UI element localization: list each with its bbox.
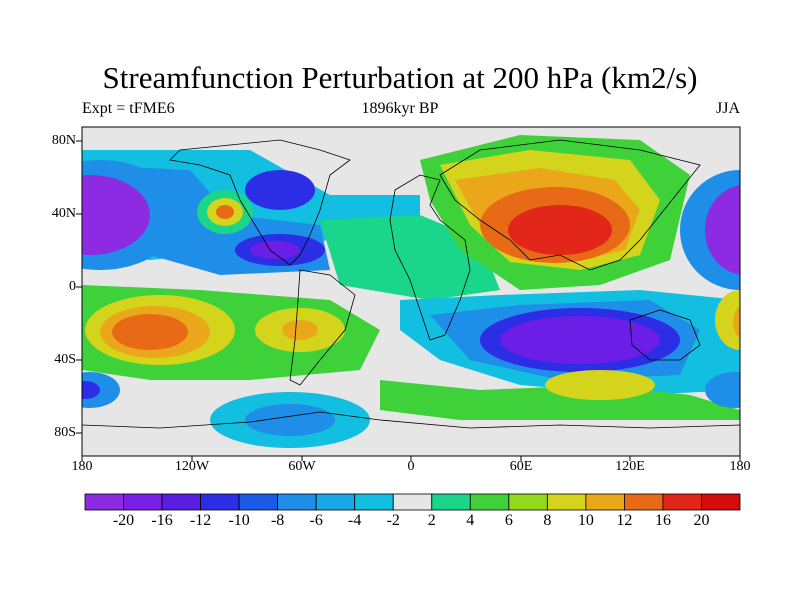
lon-label-180w: 180 — [71, 459, 93, 474]
coast-antarctica — [82, 411, 740, 429]
contour-southern-green — [380, 380, 740, 420]
contour-asia-red-core — [508, 205, 612, 255]
colorbar-swatch — [624, 493, 664, 511]
colorbar-label: 2 — [427, 512, 436, 529]
coast-north-america — [169, 139, 351, 266]
lat-label-40n: 40N — [51, 206, 76, 221]
contour-west-purple — [82, 175, 150, 255]
colorbar-label: -8 — [270, 512, 285, 529]
contour-east-purple — [705, 185, 740, 275]
contour-spac-red — [112, 314, 188, 350]
lat-label-80n: 80N — [51, 133, 76, 148]
coast-asia — [439, 139, 701, 271]
lon-label-0: 0 — [407, 459, 415, 474]
colorbar — [84, 493, 741, 511]
plot-title: Streamfunction Perturbation at 200 hPa (… — [102, 60, 698, 95]
contour-sam-orange — [282, 320, 318, 340]
contour-sw-dark — [82, 381, 100, 399]
colorbar-label: 16 — [654, 512, 671, 529]
coast-australia — [629, 309, 701, 361]
colorbar-swatch — [315, 493, 356, 511]
colorbar-label: 6 — [504, 512, 513, 529]
contour-east-south-yellow — [715, 290, 740, 350]
colorbar-label: -16 — [151, 512, 173, 529]
coast-europe-africa — [389, 174, 471, 341]
colorbar-swatch — [84, 493, 124, 511]
season-label: JJA — [715, 100, 740, 117]
colorbar-label: -6 — [309, 512, 323, 529]
colorbar-label: -10 — [228, 512, 250, 529]
colorbar-swatch — [431, 493, 471, 511]
colorbar-label: 20 — [693, 512, 710, 529]
colorbar-swatch — [123, 493, 163, 511]
coastlines — [82, 139, 740, 429]
lon-label-120w: 120W — [174, 459, 210, 474]
colorbar-label: 4 — [466, 512, 475, 529]
contour-indian-purple — [500, 316, 660, 364]
lat-label-40s: 40S — [54, 352, 76, 367]
experiment-label: Expt = tFME6 — [82, 100, 175, 117]
lon-label-180e: 180 — [729, 459, 751, 474]
colorbar-swatch — [508, 493, 548, 511]
colorbar-label: -12 — [189, 512, 212, 529]
colorbar-swatch — [662, 493, 702, 511]
colorbar-swatch — [161, 493, 201, 511]
colorbar-swatch — [585, 493, 625, 511]
contour-npac-red — [216, 205, 234, 219]
contour-east-south-orange — [733, 305, 740, 339]
lon-label-60w: 60W — [288, 459, 316, 474]
coast-south-america — [289, 269, 356, 386]
colorbar-label: 12 — [616, 512, 633, 529]
colorbar-swatch — [277, 493, 317, 511]
colorbar-swatch — [238, 493, 279, 511]
time-label: 1896kyr BP — [361, 100, 439, 117]
contour-sw-blue — [82, 372, 120, 408]
lon-label-60e: 60E — [509, 459, 533, 474]
colorbar-swatch — [354, 493, 394, 511]
contour-atlantic-blue — [245, 170, 315, 210]
colorbar-swatch — [200, 493, 240, 511]
contour-antarctic-mid-blue — [245, 404, 335, 436]
lat-label-0: 0 — [69, 279, 76, 294]
lon-label-120e: 120E — [615, 459, 645, 474]
colorbar-label: 8 — [543, 512, 552, 529]
colorbar-label: -20 — [112, 512, 135, 529]
colorbar-swatch — [546, 493, 587, 511]
colorbar-label: -4 — [348, 512, 362, 529]
lat-label-80s: 80S — [54, 425, 76, 440]
axis-ticks — [76, 140, 741, 461]
contour-caribbean-purple — [250, 241, 300, 259]
colorbar-swatch — [392, 493, 433, 511]
contour-se-blue — [705, 372, 740, 408]
colorbar-label: 10 — [577, 512, 594, 529]
colorbar-swatch — [469, 493, 510, 511]
contour-southern-yellow — [545, 370, 655, 400]
contour-map — [82, 127, 740, 456]
colorbar-label: -2 — [386, 512, 400, 529]
colorbar-swatch — [701, 493, 741, 511]
